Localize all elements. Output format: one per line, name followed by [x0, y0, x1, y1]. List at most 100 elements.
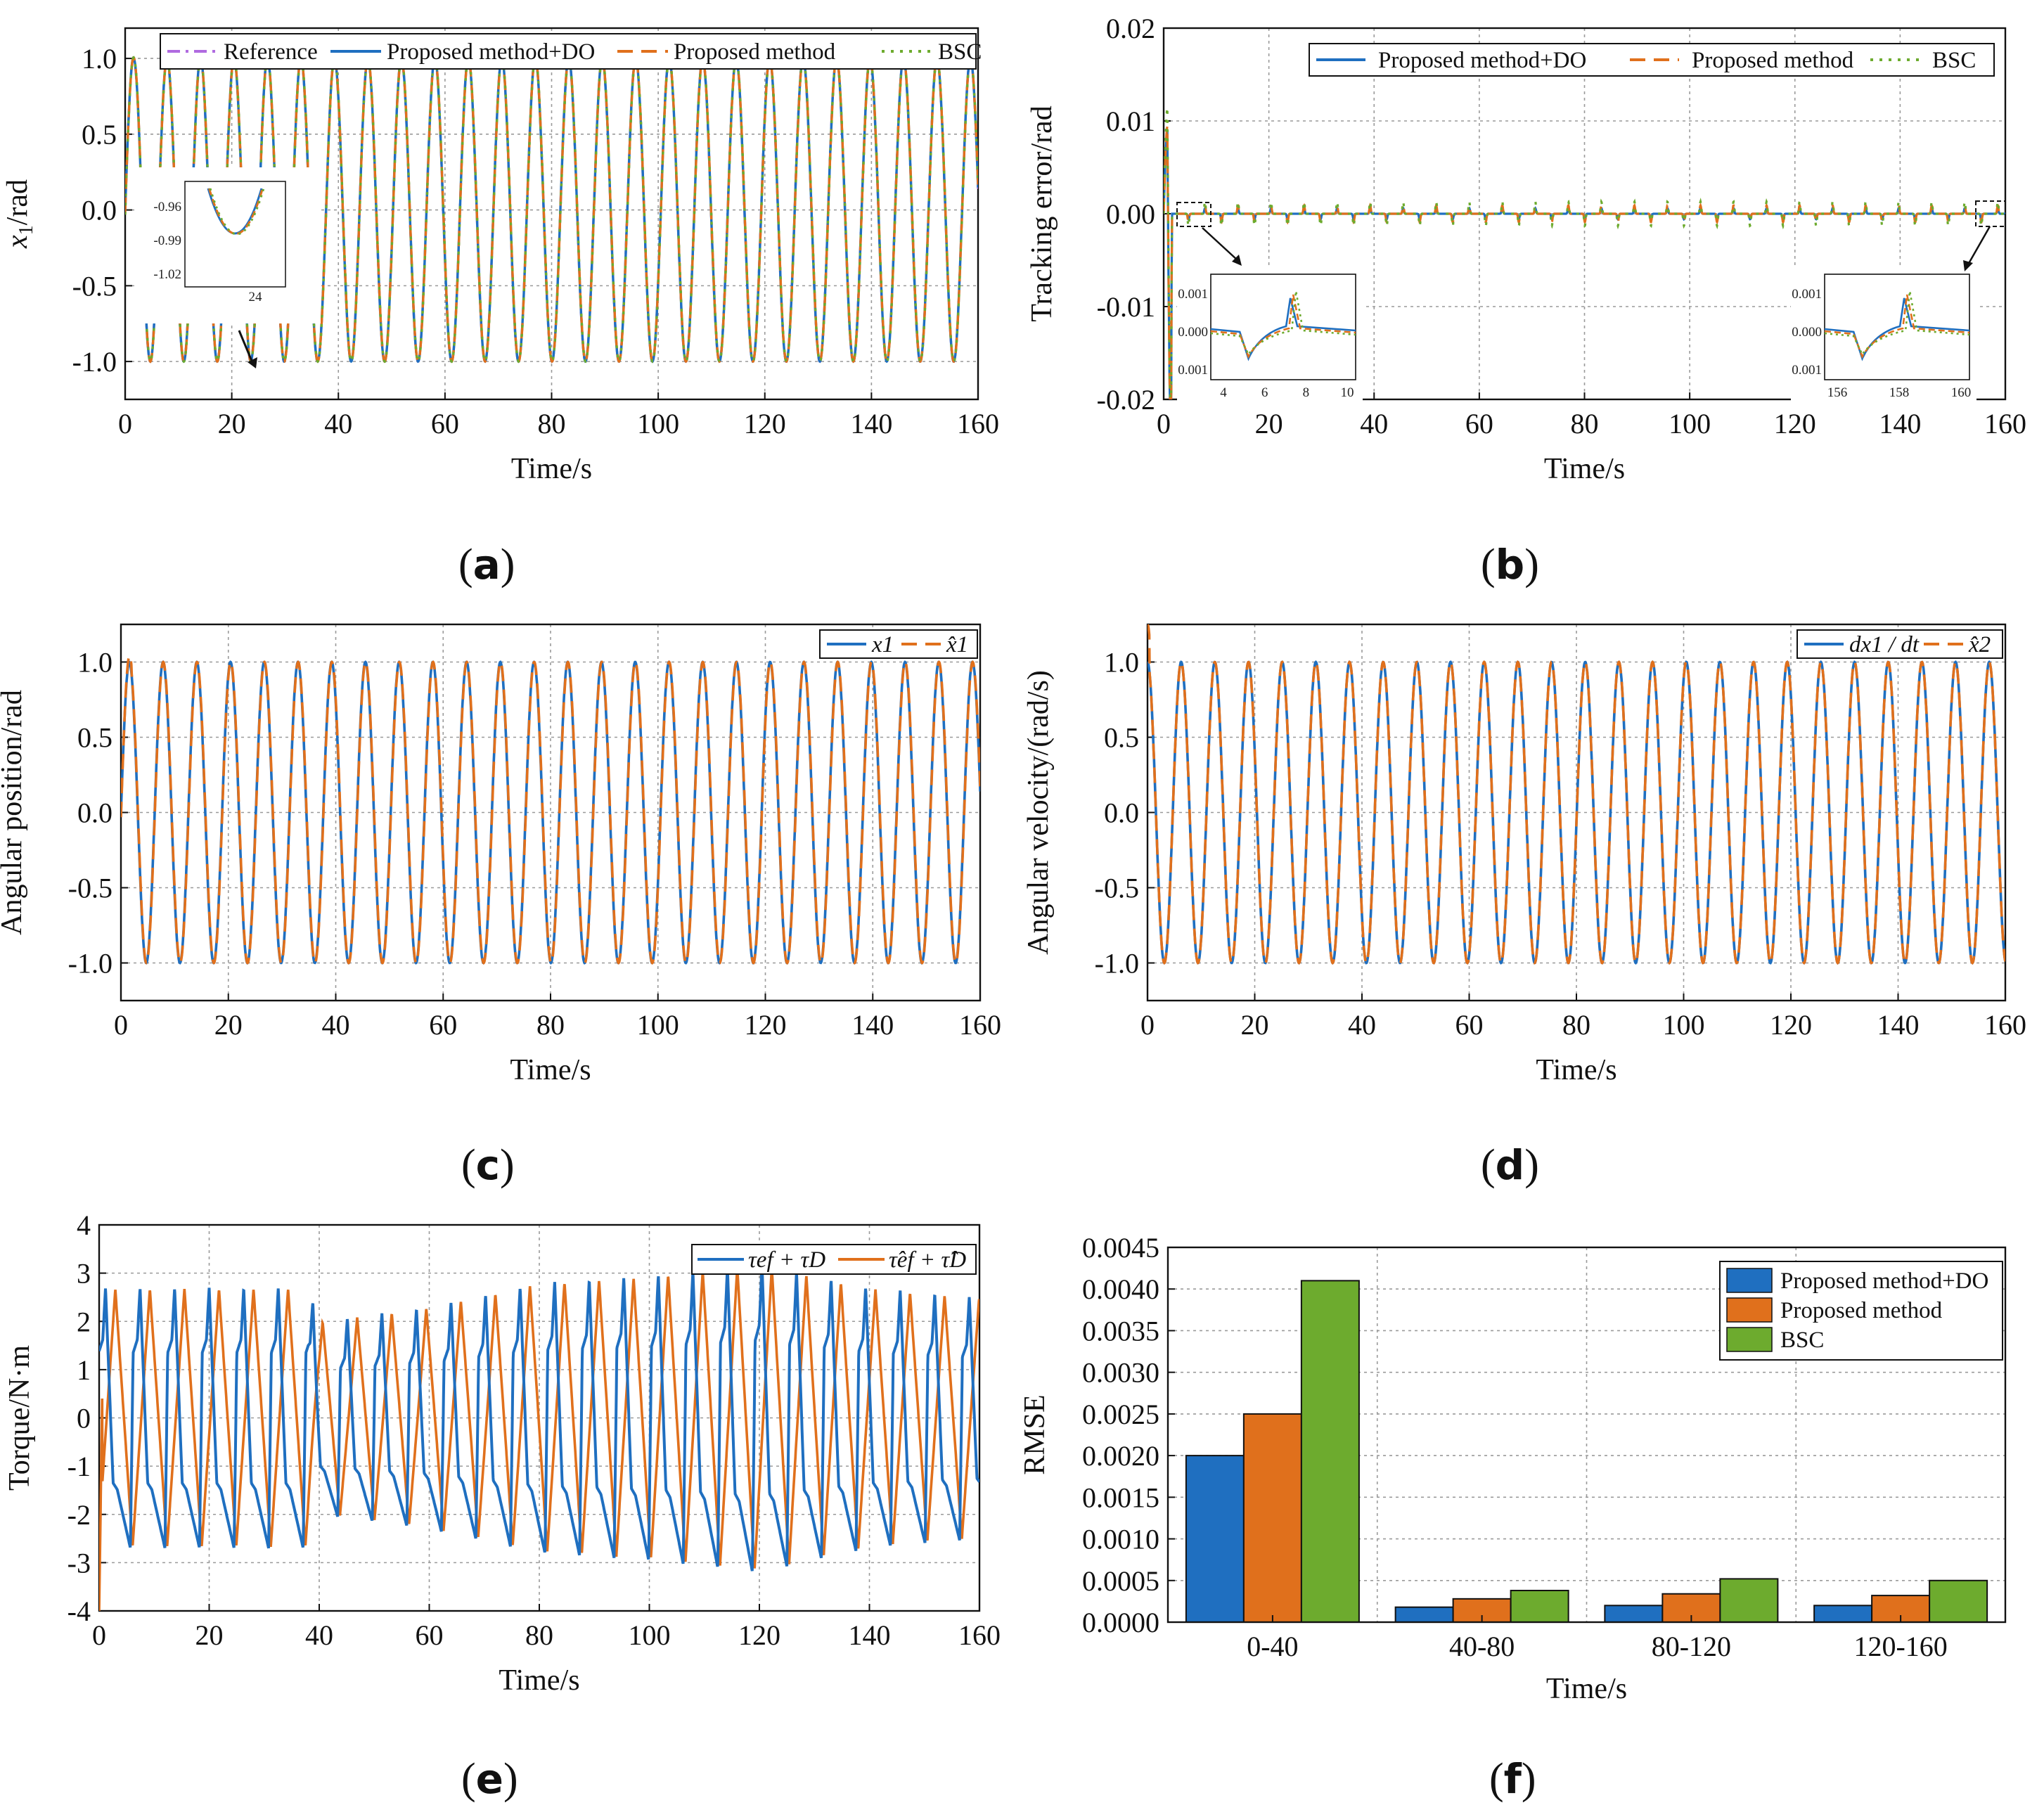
inset-pointer-arrow [238, 330, 255, 365]
x-tick-label: 160 [959, 1009, 1001, 1041]
y-axis-label: Torque/N·m [4, 1345, 36, 1491]
y-tick-label: 0.0025 [1082, 1399, 1159, 1430]
legend-label: x̂1 [946, 632, 968, 657]
y-tick-label: 0.5 [1104, 722, 1139, 754]
x-tick-label: 40 [1348, 1009, 1376, 1041]
y-tick-label: -2 [68, 1499, 91, 1531]
x-tick-label: 0-40 [1247, 1631, 1298, 1662]
y-axis-label: Tracking error/rad [1026, 105, 1058, 322]
legend-label: Proposed method [674, 39, 836, 65]
legend-label: Proposed method+DO [1378, 48, 1586, 73]
bar-bsc-80-120 [1719, 1578, 1779, 1624]
y-tick-label: -0.5 [72, 270, 117, 302]
inset-y-tick-label: 0.000 [1178, 325, 1208, 340]
series-group-b [1164, 107, 2005, 399]
inset-y-tick-label: 0.000 [1792, 325, 1822, 340]
x-tick-label: 140 [1879, 408, 1921, 439]
x-tick-label: 160 [1984, 408, 2026, 439]
y-tick-label: 0.0020 [1082, 1440, 1159, 1472]
series-line-estimate [99, 1268, 979, 1611]
inset-x-tick-label: 6 [1261, 385, 1268, 400]
x-tick-label: 20 [1241, 1009, 1269, 1041]
y-tick-label: 1 [77, 1354, 91, 1386]
x-tick-label: 80 [1571, 408, 1599, 439]
legend-label: BSC [1932, 48, 1976, 73]
legend-label: Proposed method [1780, 1298, 1943, 1323]
inset-frame [1210, 274, 1356, 380]
y-tick-label: 0.5 [77, 722, 113, 754]
inset-x-tick-label: 10 [1341, 385, 1354, 400]
inset-background [138, 167, 321, 323]
x-tick-label: 40 [324, 408, 352, 439]
y-axis-label: Angular position/rad [0, 690, 28, 935]
arrow-head [1963, 260, 1973, 271]
legend-d: dx1 / dt x̂2 [1796, 629, 2003, 659]
x-tick-label: 100 [1669, 408, 1711, 439]
y-tick-label: -1 [68, 1451, 91, 1482]
x-axis-label: Time/s [499, 1664, 579, 1697]
inset-y-tick-label: 0.001 [1792, 287, 1822, 302]
bar-proposed_do-80-120 [1604, 1605, 1664, 1623]
legend-c: x1 x̂1 [819, 629, 978, 659]
y-axis-label: RMSE [1019, 1394, 1051, 1474]
inset-y-tick-label: 0.001 [1178, 363, 1208, 378]
x-tick-label: 140 [850, 408, 892, 439]
x-tick-label: 120-160 [1853, 1631, 1947, 1662]
x-axis-label: Time/s [1546, 1673, 1627, 1705]
x-tick-label: 80 [538, 408, 566, 439]
inset-pointer-arrow [1966, 226, 1991, 266]
bar-bsc-40-80 [1510, 1589, 1569, 1624]
legend-label: x1 [871, 632, 894, 657]
legend-label: Proposed method [1692, 48, 1854, 73]
x-tick-label: 120 [1774, 408, 1816, 439]
zoom-inset-b-left: 0.001 0.000 0.001 4 6 8 10 [1177, 227, 1363, 406]
panel-label-b: (b) [1481, 541, 1539, 589]
y-tick-label: 0.0 [77, 797, 113, 829]
legend-label: Proposed method+DO [387, 39, 595, 65]
x-tick-label: 100 [1663, 1009, 1705, 1041]
y-tick-label: 0.0030 [1082, 1357, 1159, 1389]
x-tick-label: 120 [745, 1009, 787, 1041]
y-tick-label: 0.5 [82, 119, 117, 150]
x-tick-label: 60 [1465, 408, 1493, 439]
bar-proposed-40-80 [1452, 1598, 1512, 1623]
series-group-c [121, 654, 980, 965]
legend-label: τef + τD [748, 1247, 825, 1273]
zoom-inset-a: -0.96 -0.99 -1.02 24 [138, 167, 321, 368]
legend-swatch [1726, 1327, 1773, 1352]
y-tick-label: 0.0005 [1082, 1565, 1159, 1597]
axes-f: 0.0000 0.0005 0.0010 0.0015 0.0020 0.0025 0.00… [1019, 1232, 2007, 1705]
y-tick-label: 0.0045 [1082, 1232, 1159, 1264]
x-tick-label: 0 [118, 408, 132, 439]
legend-swatch [1726, 1268, 1773, 1293]
axes-b: 0 20 40 60 80 100 120 140 160 -0.02 -0.01 0.00 0.01 0… [1026, 13, 2026, 485]
axes-d: 0 20 40 60 80 100 120 140 160 -1.0 -0.5 0.0 0.5 1.0 Ti… [1022, 623, 2026, 1086]
y-tick-label: 0.00 [1106, 198, 1155, 230]
y-tick-label: 0.0035 [1082, 1315, 1159, 1347]
inset-y-tick-label: -0.96 [153, 200, 181, 214]
x-tick-label: 40-80 [1449, 1631, 1515, 1662]
x-tick-label: 80 [536, 1009, 565, 1041]
y-tick-label: 0.0015 [1082, 1482, 1159, 1513]
x-tick-label: 0 [1157, 408, 1171, 439]
arrow-head [1232, 255, 1242, 266]
inset-curve [209, 188, 265, 236]
series-line-bsc [1164, 107, 2005, 399]
y-axis-label: x1/rad [1, 179, 37, 249]
legend-label: BSC [1780, 1328, 1824, 1353]
legend-swatch [1726, 1297, 1773, 1323]
inset-frame [184, 181, 286, 288]
axes-e: 0 20 40 60 80 100 120 140 160 -4 -3 -2 -1 0 1 2 3 4 Time/s… [4, 1209, 1001, 1697]
panel-label-f: (f) [1489, 1755, 1536, 1803]
inset-x-tick-label: 158 [1889, 385, 1910, 400]
plot-frame [1166, 1246, 2007, 1624]
x-tick-label: 140 [851, 1009, 894, 1041]
series-line-estimate [121, 654, 980, 965]
x-tick-label: 120 [738, 1619, 780, 1651]
zoom-inset-b-right: 0.001 0.000 0.001 156 158 160 [1791, 226, 1991, 406]
inset-y-tick-label: -0.99 [153, 233, 181, 248]
legend-f: Proposed method+DO Proposed method BSC [1719, 1261, 2003, 1361]
y-tick-label: 0.02 [1106, 13, 1155, 44]
legend-e: τef + τD τ̂ef + τ̂D [691, 1244, 977, 1275]
